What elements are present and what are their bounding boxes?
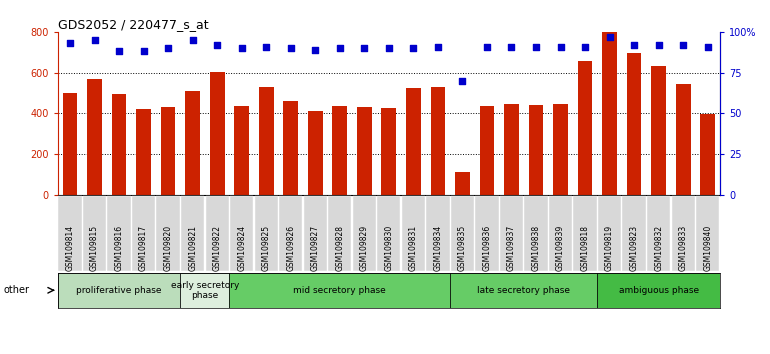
Bar xyxy=(229,273,450,308)
Text: GSM109821: GSM109821 xyxy=(188,225,197,271)
Bar xyxy=(381,108,397,195)
Text: other: other xyxy=(4,285,30,295)
Text: GSM109832: GSM109832 xyxy=(654,225,663,271)
Bar xyxy=(186,91,200,195)
Bar xyxy=(529,105,544,195)
Text: GSM109815: GSM109815 xyxy=(90,225,99,271)
Point xyxy=(137,48,149,54)
Point xyxy=(628,42,641,48)
Point xyxy=(701,44,714,49)
Text: GSM109826: GSM109826 xyxy=(286,225,295,271)
Text: GSM109836: GSM109836 xyxy=(483,224,491,271)
Text: late secretory phase: late secretory phase xyxy=(477,286,571,295)
Text: GSM109814: GSM109814 xyxy=(65,225,75,271)
Text: GSM109824: GSM109824 xyxy=(237,225,246,271)
Bar xyxy=(598,273,720,308)
Bar xyxy=(283,101,298,195)
Point xyxy=(260,44,273,49)
Text: GSM109837: GSM109837 xyxy=(507,224,516,271)
Point xyxy=(530,44,542,49)
Bar xyxy=(180,273,229,308)
Bar xyxy=(578,61,592,195)
Point xyxy=(554,44,567,49)
Point xyxy=(89,37,101,43)
Bar xyxy=(406,88,420,195)
Text: GSM109827: GSM109827 xyxy=(311,225,320,271)
Point xyxy=(285,45,297,51)
Point xyxy=(113,48,126,54)
Text: GSM109835: GSM109835 xyxy=(458,224,467,271)
Bar xyxy=(450,273,598,308)
Text: mid secretory phase: mid secretory phase xyxy=(293,286,387,295)
Bar xyxy=(676,84,691,195)
Bar xyxy=(308,111,323,195)
Bar xyxy=(333,106,347,195)
Point xyxy=(480,44,493,49)
Bar xyxy=(87,79,102,195)
Text: GSM109834: GSM109834 xyxy=(434,224,443,271)
Point xyxy=(604,34,616,40)
Text: GSM109829: GSM109829 xyxy=(360,225,369,271)
Text: GSM109820: GSM109820 xyxy=(163,225,172,271)
Point xyxy=(579,44,591,49)
Text: GSM109817: GSM109817 xyxy=(139,225,148,271)
Text: proliferative phase: proliferative phase xyxy=(76,286,162,295)
Text: GSM109828: GSM109828 xyxy=(335,225,344,271)
Text: GSM109833: GSM109833 xyxy=(678,224,688,271)
Point xyxy=(457,78,469,84)
Text: GSM109825: GSM109825 xyxy=(262,225,271,271)
Point xyxy=(236,45,248,51)
Text: GSM109823: GSM109823 xyxy=(630,225,638,271)
Point xyxy=(432,44,444,49)
Point xyxy=(505,44,517,49)
Point xyxy=(407,45,420,51)
Bar xyxy=(357,107,372,195)
Point xyxy=(677,42,689,48)
Text: GSM109830: GSM109830 xyxy=(384,224,393,271)
Bar xyxy=(234,106,249,195)
Point xyxy=(652,42,665,48)
Text: GSM109822: GSM109822 xyxy=(213,225,222,271)
Bar xyxy=(58,273,180,308)
Text: GSM109818: GSM109818 xyxy=(581,225,590,271)
Bar xyxy=(455,172,470,195)
Bar xyxy=(627,53,641,195)
Bar xyxy=(553,104,568,195)
Bar xyxy=(259,87,273,195)
Bar xyxy=(112,95,126,195)
Bar xyxy=(161,107,176,195)
Point xyxy=(186,37,199,43)
Text: GSM109838: GSM109838 xyxy=(531,225,541,271)
Bar xyxy=(504,104,519,195)
Bar xyxy=(602,32,617,195)
Point xyxy=(358,45,370,51)
Bar xyxy=(62,93,77,195)
Bar xyxy=(430,87,445,195)
Text: GSM109831: GSM109831 xyxy=(409,225,418,271)
Bar xyxy=(651,67,666,195)
Bar xyxy=(701,114,715,195)
Text: GSM109839: GSM109839 xyxy=(556,224,565,271)
Bar xyxy=(480,106,494,195)
Text: early secretory
phase: early secretory phase xyxy=(171,281,239,300)
Text: GDS2052 / 220477_s_at: GDS2052 / 220477_s_at xyxy=(58,18,209,31)
Point xyxy=(162,45,174,51)
Text: GSM109819: GSM109819 xyxy=(605,225,614,271)
Bar xyxy=(209,72,225,195)
Point xyxy=(211,42,223,48)
Text: GSM109816: GSM109816 xyxy=(115,225,123,271)
Point xyxy=(64,40,76,46)
Point xyxy=(309,47,321,53)
Text: GSM109840: GSM109840 xyxy=(703,224,712,271)
Bar xyxy=(136,109,151,195)
Point xyxy=(333,45,346,51)
Point xyxy=(383,45,395,51)
Text: ambiguous phase: ambiguous phase xyxy=(618,286,698,295)
